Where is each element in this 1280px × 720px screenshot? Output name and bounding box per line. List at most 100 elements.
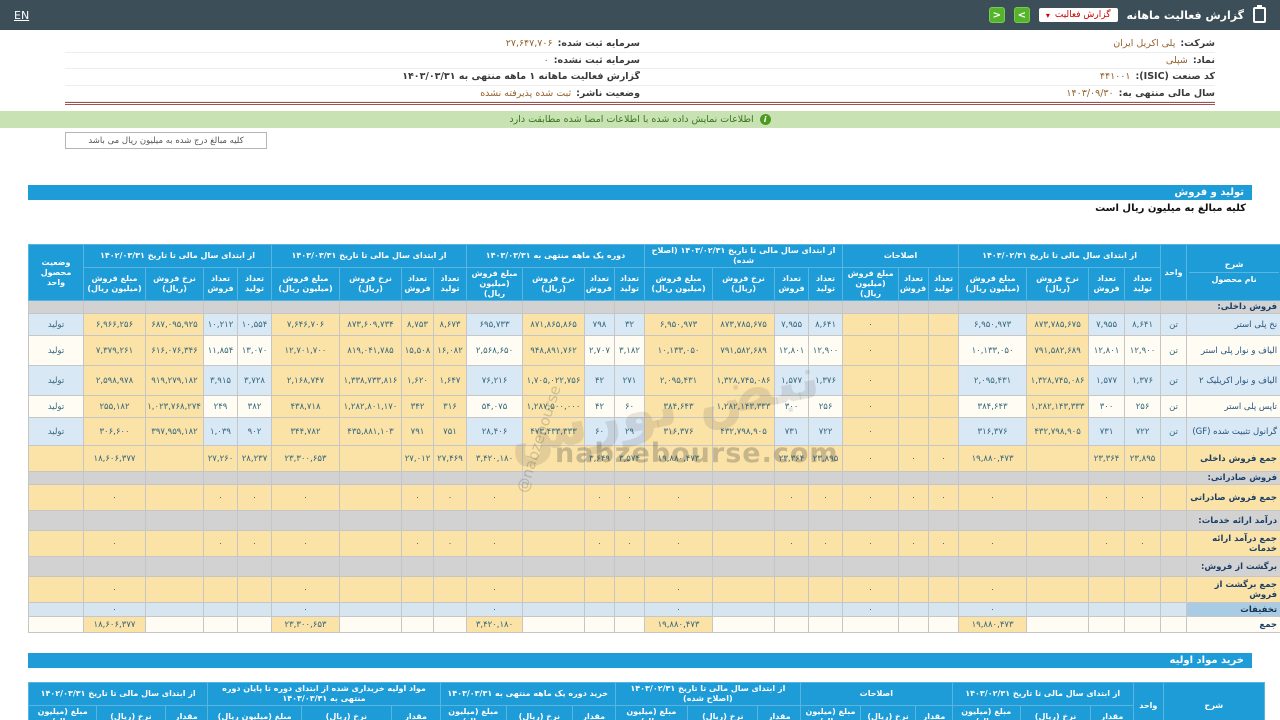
- column-sub-header: تعداد فروش: [774, 267, 810, 301]
- info-pair-left: گزارش فعالیت ماهانه ۱ ماهه منتهی به ۱۴۰۳…: [65, 71, 640, 82]
- value-cell: ۳,۱۸۲: [614, 335, 646, 367]
- value-cell: ۱۲,۹۰۰: [808, 335, 844, 367]
- group-cell: [898, 471, 930, 486]
- column-header-unit: واحد: [1160, 244, 1188, 301]
- group-cell: [522, 556, 586, 578]
- value-cell: ۴۲: [584, 395, 616, 419]
- group-cell: [339, 471, 402, 486]
- group-cell: [644, 299, 714, 315]
- production-sales-subtitle: کلیه مبالغ به میلیون ریال است: [28, 200, 1252, 217]
- info-label: گزارش فعالیت ماهانه ۱ ماهه منتهی به ۱۴۰۳…: [402, 71, 640, 83]
- report-type-dropdown[interactable]: گزارش فعالیت ▾: [1038, 8, 1118, 22]
- value-cell: ۲,۰۹۵,۴۳۱: [644, 365, 714, 397]
- column-sub-header: نرخ فروش (ریال): [339, 267, 402, 301]
- value-cell: ۱,۳۲۸,۷۴۵,۰۸۶: [1026, 365, 1090, 397]
- sum-row: جمع فروش داخلی ۲۳,۸۹۵ ۲۳,۳۶۴ ۱۹,۸۸۰,۴۷۳ ۰ ۰ ۰ ۲…: [28, 445, 1280, 473]
- unit-cell: تن: [1160, 365, 1188, 397]
- value-cell: ۰: [1088, 484, 1126, 512]
- value-cell: ۲,۵۶۸,۶۵۰: [465, 335, 524, 367]
- value-cell: ۲۵۶: [808, 395, 844, 419]
- value-cell: ۲۷,۲۶۰: [203, 445, 238, 473]
- group-cell: [958, 510, 1028, 532]
- signature-match-text: اطلاعات نمایش داده شده با اطلاعات امضا ش…: [509, 114, 754, 125]
- value-cell: ۰: [433, 530, 467, 558]
- group-cell: [808, 556, 844, 578]
- status-cell: تولید: [28, 365, 84, 397]
- info-pair-right: نماد: شپلی: [640, 55, 1215, 66]
- value-cell: [145, 445, 204, 473]
- value-cell: ۲۳,۸۹۵: [1124, 445, 1162, 473]
- value-cell: ۰: [584, 484, 616, 512]
- value-cell: [203, 602, 238, 618]
- group-label-cell: درآمد ارائه خدمات:: [1186, 510, 1280, 532]
- value-cell: [898, 365, 930, 397]
- value-cell: ۱,۲۸۷,۵۰۰,۰۰۰: [522, 395, 586, 419]
- next-report-button[interactable]: >: [1013, 7, 1030, 23]
- value-cell: ۰: [614, 484, 646, 512]
- value-cell: ۳,۴۲۰,۱۸۰: [465, 616, 524, 634]
- value-cell: [1124, 576, 1162, 604]
- value-cell: ۰: [433, 484, 467, 512]
- value-cell: [712, 530, 776, 558]
- value-cell: ۰: [842, 313, 900, 337]
- prev-report-button[interactable]: <: [988, 7, 1005, 23]
- status-cell: [28, 530, 84, 558]
- column-sub-header: تعداد تولید: [928, 267, 960, 301]
- value-cell: ۳۸۴,۶۴۳: [958, 395, 1028, 419]
- value-cell: ۹۰۲: [237, 417, 272, 447]
- group-cell: [614, 556, 646, 578]
- value-cell: ۲۸,۴۰۶: [465, 417, 524, 447]
- value-cell: ۱۹,۸۸۰,۴۷۳: [644, 616, 714, 634]
- table-row: نخ پلی استر تن ۸,۶۴۱ ۷,۹۵۵ ۸۷۳,۷۸۵,۶۷۵ ۶,۹۵۰,…: [28, 313, 1280, 337]
- language-toggle-en[interactable]: EN: [14, 8, 30, 22]
- value-cell: [614, 576, 646, 604]
- page-title: گزارش فعالیت ماهانه: [1126, 8, 1245, 22]
- value-cell: ۳۱۶: [433, 395, 467, 419]
- group-cell: [28, 299, 84, 315]
- info-label: وضعیت ناشر:: [576, 87, 640, 99]
- company-info-table: شرکت: پلی اکریل ایران سرمایه ثبت شده: ۲۷,۶۴…: [65, 36, 1215, 105]
- column-sub-header: مبلغ فروش (میلیون ریال): [271, 267, 340, 301]
- column-sub-header: تعداد فروش: [584, 267, 616, 301]
- value-cell: ۳,۴۲۰,۱۸۰: [465, 445, 524, 473]
- group-cell: [465, 299, 524, 315]
- unit-cell: تن: [1160, 335, 1188, 367]
- column-sub-header: نرخ (ریال): [859, 705, 917, 720]
- group-cell: [339, 510, 402, 532]
- value-cell: ۱,۷۰۵,۰۲۲,۷۵۶: [522, 365, 586, 397]
- value-cell: [928, 313, 960, 337]
- column-sub-header: تعداد تولید: [1124, 267, 1162, 301]
- info-pair-right: شرکت: پلی اکریل ایران: [640, 38, 1215, 49]
- value-cell: [614, 616, 646, 634]
- value-cell: [898, 616, 930, 634]
- value-cell: ۰: [465, 602, 524, 618]
- value-cell: [1026, 616, 1090, 634]
- group-cell: [271, 556, 340, 578]
- value-cell: ۲۸,۲۳۷: [237, 445, 272, 473]
- info-label: سرمایه ثبت نشده:: [553, 54, 640, 66]
- group-cell: [614, 471, 646, 486]
- value-cell: ۶۹۵,۷۳۳: [465, 313, 524, 337]
- value-cell: ۰: [842, 395, 900, 419]
- value-cell: ۳۸۴,۶۴۳: [644, 395, 714, 419]
- value-cell: ۰: [958, 530, 1028, 558]
- table-row: الیاف و نوار اکریلیک ۲ تن ۱,۳۷۶ ۱,۵۷۷ ۱,۳۲۸,…: [28, 365, 1280, 397]
- value-cell: ۰: [584, 530, 616, 558]
- group-cell: [1124, 510, 1162, 532]
- value-cell: ۷۲۲: [1124, 417, 1162, 447]
- value-cell: ۱۶,۰۸۲: [433, 335, 467, 367]
- value-cell: ۰: [203, 530, 238, 558]
- value-cell: ۱,۳۷۶: [1124, 365, 1162, 397]
- column-sub-header: مبلغ (میلیون ریال): [614, 705, 689, 720]
- column-sub-header: تعداد فروش: [1088, 267, 1126, 301]
- unit-cell: تن: [1160, 395, 1188, 419]
- group-cell: [842, 299, 900, 315]
- value-cell: [1124, 602, 1162, 618]
- value-cell: [237, 576, 272, 604]
- group-cell: [465, 510, 524, 532]
- column-sub-header: تعداد فروش: [203, 267, 238, 301]
- value-cell: ۱,۳۲۸,۷۴۵,۰۸۶: [712, 365, 776, 397]
- group-cell: [842, 471, 900, 486]
- group-cell: [928, 471, 960, 486]
- unit-cell: [1160, 445, 1188, 473]
